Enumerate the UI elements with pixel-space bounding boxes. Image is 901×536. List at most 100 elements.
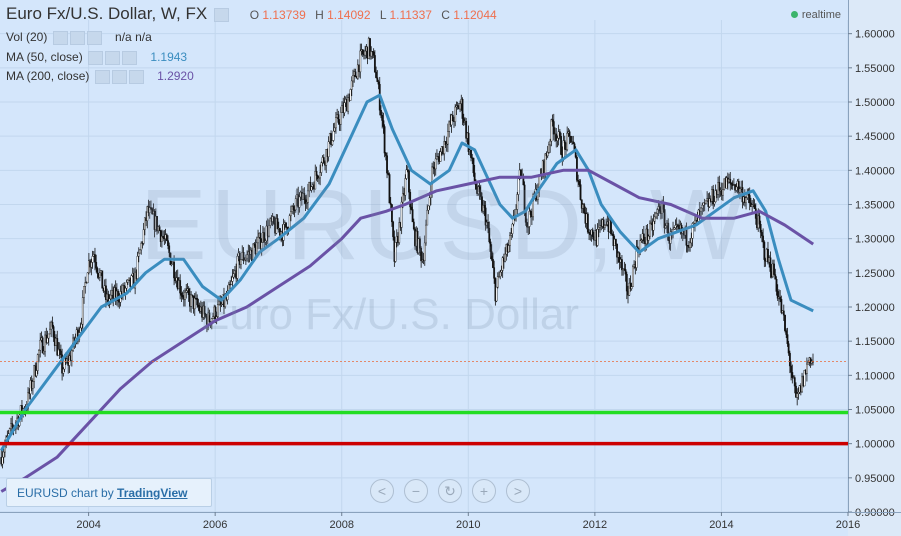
y-tick-label: 1.00000 [855, 439, 895, 451]
candle [360, 44, 361, 79]
x-tick-label: 2010 [456, 519, 480, 531]
close-value: 1.12044 [453, 8, 496, 22]
y-tick-label: 1.30000 [855, 234, 895, 246]
candle [347, 94, 348, 115]
y-tick-label: 1.55000 [855, 63, 895, 75]
y-tick-label: 1.15000 [855, 336, 895, 348]
indicator-label[interactable]: Vol (20) [6, 30, 47, 44]
y-tick-label: 1.45000 [855, 131, 895, 143]
realtime-indicator: realtime [791, 9, 841, 21]
y-tick-label: 1.05000 [855, 405, 895, 417]
candle [87, 272, 88, 283]
scroll-left-button[interactable]: < [370, 479, 394, 503]
x-tick-label: 2006 [203, 519, 227, 531]
y-tick-label: 1.35000 [855, 200, 895, 212]
candle [362, 49, 363, 57]
candle [332, 140, 333, 146]
candle [751, 200, 752, 212]
indicator-label[interactable]: MA (200, close) [6, 69, 89, 83]
y-tick-label: 0.95000 [855, 473, 895, 485]
candle [102, 271, 103, 289]
candle [137, 252, 138, 284]
y-tick-label: 1.50000 [855, 97, 895, 109]
candle [436, 149, 437, 159]
credit-prefix: EURUSD chart by [17, 486, 117, 500]
candle [764, 240, 765, 267]
candle [350, 89, 351, 101]
status-dot-icon [791, 11, 798, 18]
candle [190, 291, 191, 313]
low-value: 1.11337 [389, 8, 432, 22]
x-tick-label: 2004 [76, 519, 100, 531]
high-value: 1.14092 [327, 8, 370, 22]
eye-icon[interactable] [53, 31, 68, 45]
candle [465, 118, 466, 143]
ohlc-values: O 1.13739 H 1.14092 L 1.11337 C 1.12044 [244, 8, 497, 22]
low-label: L [380, 8, 386, 22]
candle [812, 354, 813, 366]
indicator-value: 1.2920 [157, 69, 194, 83]
indicator-volume[interactable]: Vol (20) n/a n/a [6, 30, 152, 45]
candle [560, 133, 561, 155]
horizontal-lines: 1.120441.045601.00000 [0, 353, 901, 451]
close-label: C [441, 8, 450, 22]
x-tick-label: 2012 [583, 519, 607, 531]
candle [566, 127, 567, 152]
open-value: 1.13739 [262, 8, 305, 22]
time-axis[interactable]: 2004 2006 2008 2010 2012 2014 2016 [0, 512, 901, 531]
open-label: O [250, 8, 259, 22]
candle [355, 69, 356, 77]
candle [99, 268, 100, 281]
eye-icon[interactable] [95, 70, 110, 84]
gear-icon[interactable] [70, 31, 85, 45]
symbol-watermark: EURUSD, W [140, 168, 748, 283]
tradingview-link[interactable]: TradingView [117, 486, 187, 500]
y-tick-label: 1.25000 [855, 268, 895, 280]
zoom-in-button[interactable]: + [472, 479, 496, 503]
gear-icon[interactable] [112, 70, 127, 84]
eye-icon[interactable] [88, 51, 103, 65]
candle [556, 128, 557, 147]
gear-icon[interactable] [105, 51, 120, 65]
price-axis[interactable]: 0.900000.950001.000001.050001.100001.150… [848, 0, 901, 536]
candle [444, 136, 445, 161]
y-tick-label: 1.60000 [855, 29, 895, 41]
indicator-value: 1.1943 [150, 50, 187, 64]
candle [470, 150, 471, 161]
x-tick-label: 2008 [329, 519, 353, 531]
chart-credit[interactable]: EURUSD chart by TradingView [6, 478, 212, 507]
close-icon[interactable] [129, 70, 144, 84]
chart-header: Euro Fx/U.S. Dollar, W, FX O 1.13739 H 1… [6, 4, 497, 24]
x-tick-label: 2014 [709, 519, 733, 531]
zoom-out-button[interactable]: − [404, 479, 428, 503]
candle [42, 336, 43, 354]
high-label: H [315, 8, 324, 22]
candle [452, 111, 453, 121]
y-tick-label: 1.40000 [855, 165, 895, 177]
candle [573, 136, 574, 144]
y-tick-label: 1.20000 [855, 302, 895, 314]
scroll-right-button[interactable]: > [506, 479, 530, 503]
candle [384, 124, 385, 157]
candle [806, 357, 807, 381]
y-tick-label: 1.10000 [855, 370, 895, 382]
candle [784, 315, 785, 333]
close-icon[interactable] [122, 51, 137, 65]
symbol-title[interactable]: Euro Fx/U.S. Dollar, W, FX [6, 4, 207, 23]
candle [455, 104, 456, 126]
candle [134, 267, 135, 294]
candle [344, 96, 345, 116]
realtime-label: realtime [802, 9, 841, 21]
indicator-label[interactable]: MA (50, close) [6, 50, 83, 64]
indicator-ma200[interactable]: MA (200, close) 1.2920 [6, 69, 194, 84]
close-icon[interactable] [87, 31, 102, 45]
settings-icon[interactable] [214, 8, 229, 22]
candle [59, 342, 60, 359]
indicator-ma50[interactable]: MA (50, close) 1.1943 [6, 50, 187, 65]
reset-button[interactable]: ↻ [438, 479, 462, 503]
indicator-value: n/a n/a [115, 30, 152, 44]
name-watermark: Euro Fx/U.S. Dollar [200, 290, 579, 340]
candle [333, 123, 334, 142]
candle [773, 260, 774, 276]
x-tick-label: 2016 [836, 519, 860, 531]
